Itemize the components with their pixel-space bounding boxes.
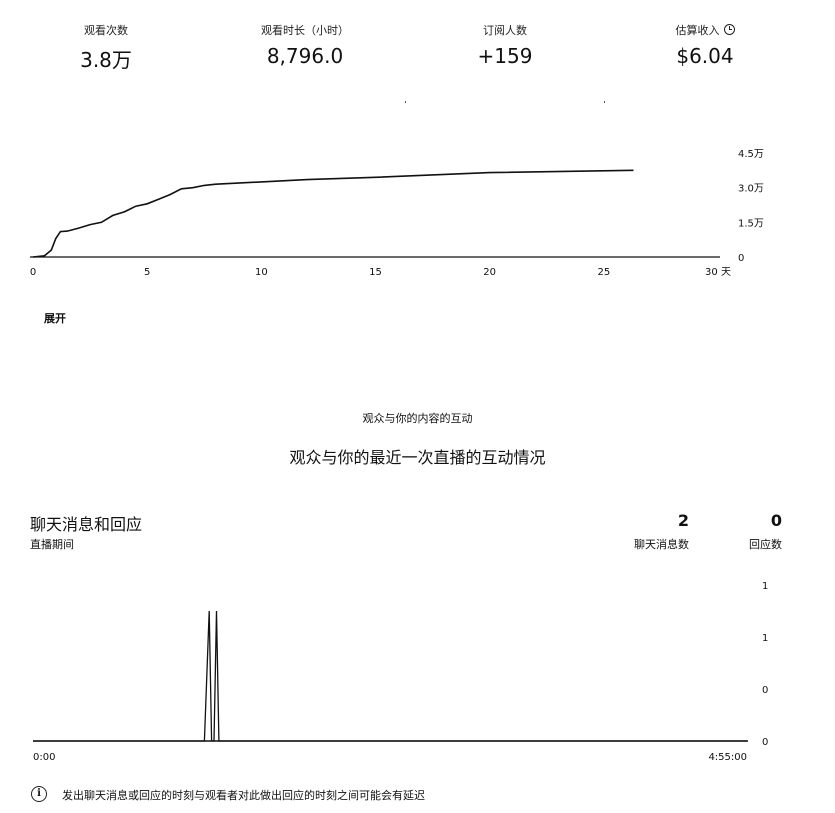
metric-revenue[interactable]: 估算收入 $6.04 (660, 22, 750, 68)
y-tick-label: 1 (762, 633, 768, 644)
y-tick-label: 0 (738, 253, 744, 264)
views-line-chart: 0 5 10 15 20 25 30 天 4.5万 3.0万 1.5万 0 (30, 149, 764, 278)
metric-value: 8,796.0 (266, 44, 344, 68)
x-tick-label: 4:55:00 (708, 752, 747, 763)
chat-messages-stat: 2 聊天消息数 (634, 511, 689, 552)
metric-value: 3.8万 (80, 48, 132, 72)
y-tick-label: 1 (762, 581, 768, 592)
divider-dot (405, 101, 406, 103)
metric-label: 订阅人数 (483, 24, 527, 37)
x-tick-label: 20 (483, 267, 496, 278)
metric-value: $6.04 (676, 44, 734, 68)
responses-stat: 0 回应数 (749, 511, 782, 552)
info-icon[interactable]: i (31, 786, 47, 802)
chat-messages-count: 2 (677, 511, 689, 530)
delay-note: 发出聊天消息或回应的时刻与观看者对此做出回应的时刻之间可能会有延迟 (62, 789, 425, 802)
chat-card-subtitle: 直播期间 (30, 538, 74, 551)
expand-button[interactable]: 展开 (44, 312, 66, 325)
series-line (33, 610, 747, 742)
y-tick-label: 3.0万 (738, 184, 764, 195)
responses-count: 0 (770, 511, 782, 530)
y-tick-label: 1.5万 (738, 218, 764, 229)
y-tick-label: 0 (762, 737, 768, 748)
section-title: 观众与你的最近一次直播的互动情况 (289, 448, 546, 467)
metric-watch-time[interactable]: 观看时长（小时） 8,796.0 (245, 22, 365, 68)
metric-label: 估算收入 (660, 22, 750, 38)
series-line (32, 169, 634, 258)
y-tick-label: 4.5万 (738, 149, 764, 160)
section-subtitle: 观众与你的内容的互动 (362, 412, 473, 425)
x-tick-label: 0 (30, 267, 36, 278)
metric-label: 观看时长（小时） (261, 24, 349, 37)
metric-label: 观看次数 (84, 24, 128, 37)
responses-label: 回应数 (749, 538, 782, 551)
metric-subscribers[interactable]: 订阅人数 +159 (465, 22, 545, 68)
x-tick-label: 0:00 (33, 752, 55, 763)
clock-icon (723, 24, 735, 35)
chat-card-title: 聊天消息和回应 (30, 515, 143, 534)
divider-dot (604, 101, 605, 103)
x-tick-label: 25 (597, 267, 610, 278)
y-tick-label: 0 (762, 685, 768, 696)
x-tick-label: 15 (369, 267, 382, 278)
metric-views[interactable]: 观看次数 3.8万 (70, 22, 142, 73)
x-tick-label: 5 (144, 267, 150, 278)
chat-messages-label: 聊天消息数 (634, 538, 689, 551)
x-tick-label: 30 天 (705, 267, 731, 278)
metric-value: +159 (477, 44, 533, 68)
x-tick-label: 10 (255, 267, 268, 278)
